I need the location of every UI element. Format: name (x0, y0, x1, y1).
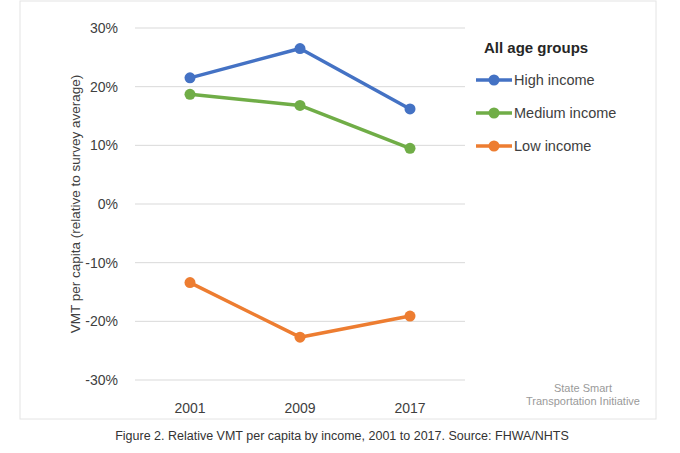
y-tick-label: -20% (85, 313, 118, 329)
y-axis-label: VMT per capita (relative to survey avera… (68, 75, 83, 334)
y-tick-label: -10% (85, 255, 118, 271)
series-line (190, 49, 410, 109)
x-tick-label: 2009 (284, 400, 315, 416)
y-tick-label: 20% (90, 79, 118, 95)
plot-area (185, 43, 416, 343)
chart-frame (20, 1, 656, 419)
grid-line (135, 204, 465, 205)
legend-marker (489, 108, 500, 119)
data-point (295, 100, 306, 111)
series-line (190, 94, 410, 148)
y-tick-label: 30% (90, 20, 118, 36)
legend-marker (489, 75, 500, 86)
chart: -30% -20% -10% 0% 10% 20% 30% 2001 2009 2017 VMT p… (0, 0, 680, 453)
grid-line (135, 28, 465, 29)
y-tick-label: 10% (90, 137, 118, 153)
caption: Figure 2. Relative VMT per capita by inc… (115, 429, 569, 443)
grid-line (135, 380, 465, 381)
legend-marker (489, 141, 500, 152)
grid-line (135, 262, 465, 263)
annotation: State Smart (554, 382, 612, 394)
annotation: Transportation Initiative (526, 395, 640, 407)
legend-title: All age groups (484, 39, 588, 56)
legend-label: High income (514, 72, 595, 88)
legend-label: Low income (514, 138, 591, 154)
data-point (185, 72, 196, 83)
data-point (185, 89, 196, 100)
data-point (405, 143, 416, 154)
y-tick-label: 0% (98, 196, 118, 212)
data-point (405, 311, 416, 322)
x-tick-label: 2001 (174, 400, 205, 416)
data-point (295, 332, 306, 343)
series-line (190, 283, 410, 338)
x-tick-label: 2017 (394, 400, 425, 416)
data-point (185, 277, 196, 288)
grid-line (135, 86, 465, 87)
grid-line (135, 321, 465, 322)
legend-label: Medium income (514, 105, 616, 121)
y-tick-label: -30% (85, 372, 118, 388)
grid-line (135, 145, 465, 146)
data-point (295, 43, 306, 54)
data-point (405, 103, 416, 114)
